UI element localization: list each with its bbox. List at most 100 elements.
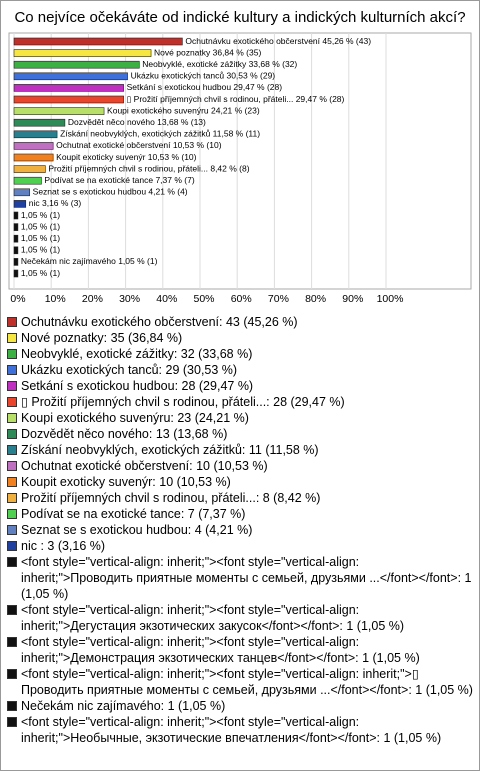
legend-swatch [7,477,17,487]
bar [13,176,42,185]
legend-label: <font style="vertical-align: inherit;"><… [21,715,442,745]
bar [13,234,19,243]
x-tick-label: 90% [342,293,363,305]
bar [13,246,19,255]
legend-label: Získání neobvyklých, exotických zážitků:… [21,443,319,457]
value-label: nic 3,16 % (3) [29,198,82,208]
x-tick-label: 40% [156,293,177,305]
x-tick-label: 10% [45,293,66,305]
bar [13,188,30,197]
value-label: Ochutnávku exotického občerstvení 45,26 … [185,36,371,46]
legend-label: Ochutnávku exotického občerstvení: 43 (4… [21,315,298,329]
chart-title: Co nejvíce očekáváte od indické kultury … [14,9,465,26]
legend-swatch [7,381,17,391]
legend-label: Seznat se s exotickou hudbou: 4 (4,21 %) [21,523,253,537]
x-tick-label: 100% [377,293,404,305]
bar [13,49,152,57]
x-tick-label: 80% [305,293,326,305]
x-tick-label: 20% [82,293,103,305]
legend: Ochutnávku exotického občerstvení: 43 (4… [7,314,473,746]
value-label: Prožití příjemných chvil s rodinou, přát… [48,163,249,173]
bar [13,165,46,173]
legend-swatch [7,333,17,343]
legend-label: <font style="vertical-align: inherit;"><… [21,603,405,633]
value-label: Seznat se s exotickou hudbou 4,21 % (4) [33,187,188,197]
bar [13,223,19,231]
bar [13,153,54,162]
legend-label: <font style="vertical-align: inherit;"><… [21,667,473,697]
value-label: Dozvědět něco nového 13,68 % (13) [68,117,206,127]
value-label: Ukázku exotických tanců 30,53 % (29) [131,71,276,81]
legend-swatch [7,493,17,503]
legend-item: <font style="vertical-align: inherit;"><… [7,714,473,746]
bar [13,200,27,208]
legend-item: <font style="vertical-align: inherit;"><… [7,602,473,634]
x-tick-label: 60% [231,293,252,305]
legend-label: Dozvědět něco nového: 13 (13,68 %) [21,427,228,441]
legend-label: nic : 3 (3,16 %) [21,539,106,553]
bar [13,84,124,92]
legend-swatch [7,413,17,423]
legend-swatch [7,445,17,455]
legend-swatch [7,365,17,375]
legend-swatch [7,525,17,535]
legend-item: Dozvědět něco nového: 13 (13,68 %) [7,426,473,442]
legend-swatch [7,557,17,567]
bar [13,107,105,115]
legend-swatch [7,637,17,647]
value-label: Nečekám nic zajímavého 1,05 % (1) [21,256,158,266]
legend-item: <font style="vertical-align: inherit;"><… [7,666,473,698]
legend-item: Ukázku exotických tanců: 29 (30,53 %) [7,362,473,378]
value-label: Získání neobvyklých, exotických zážitků … [60,129,260,139]
value-label: Koupit exoticky suvenýr 10,53 % (10) [56,152,196,162]
x-tick-label: 30% [119,293,140,305]
legend-label: <font style="vertical-align: inherit;"><… [21,555,472,601]
legend-swatch [7,461,17,471]
value-label: Setkání s exotickou hudbou 29,47 % (28) [127,82,283,92]
plot-border [8,32,472,290]
legend-item: Ochutnávku exotického občerstvení: 43 (4… [7,314,473,330]
legend-item: Podívat se na exotické tance: 7 (7,37 %) [7,506,473,522]
legend-item: <font style="vertical-align: inherit;"><… [7,554,473,602]
bar [13,130,58,139]
value-label: 1,05 % (1) [21,268,60,278]
legend-item: Setkání s exotickou hudbou: 28 (29,47 %) [7,378,473,394]
legend-swatch [7,669,17,679]
legend-label: Podívat se na exotické tance: 7 (7,37 %) [21,507,246,521]
value-label: 1,05 % (1) [21,210,60,220]
value-label: Neobvyklé, exotické zážitky 33,68 % (32) [142,59,297,69]
bar [13,142,54,150]
legend-swatch [7,605,17,615]
legend-item: Nové poznatky: 35 (36,84 %) [7,330,473,346]
legend-item: Ochutnat exotické občerstvení: 10 (10,53… [7,458,473,474]
x-tick-label: 70% [268,293,289,305]
legend-label: Koupi exotického suvenýru: 23 (24,21 %) [21,411,249,425]
legend-label: Nečekám nic zajímavého: 1 (1,05 %) [21,699,226,713]
legend-swatch [7,317,17,327]
legend-item: Prožití příjemných chvil s rodinou, přát… [7,490,473,506]
bar [13,258,19,266]
legend-swatch [7,717,17,727]
legend-label: Neobvyklé, exotické zážitky: 32 (33,68 %… [21,347,253,361]
x-tick-label: 0% [10,293,25,305]
value-label: Podívat se na exotické tance 7,37 % (7) [44,175,194,185]
value-label: 1,05 % (1) [21,245,60,255]
x-tick-label: 50% [193,293,214,305]
legend-swatch [7,701,17,711]
legend-label: Koupit exoticky suvenýr: 10 (10,53 %) [21,475,231,489]
value-label: 1,05 % (1) [21,233,60,243]
bar [13,60,140,69]
chart: Co nejvíce očekáváte od indické kultury … [8,9,472,305]
value-label: Nové poznatky 36,84 % (35) [154,47,261,57]
legend-item: Koupi exotického suvenýru: 23 (24,21 %) [7,410,473,426]
legend-item: nic : 3 (3,16 %) [7,538,473,554]
legend-label: Ochutnat exotické občerstvení: 10 (10,53… [21,459,268,473]
legend-swatch [7,397,17,407]
legend-swatch [7,541,17,551]
bar [13,118,66,127]
legend-label: ▯ Prožití příjemných chvil s rodinou, př… [21,395,345,409]
value-label: Ochutnat exotické občerstvení 10,53 % (1… [56,140,222,150]
legend-label: Ukázku exotických tanců: 29 (30,53 %) [21,363,238,377]
legend-label: Prožití příjemných chvil s rodinou, přát… [21,491,321,505]
